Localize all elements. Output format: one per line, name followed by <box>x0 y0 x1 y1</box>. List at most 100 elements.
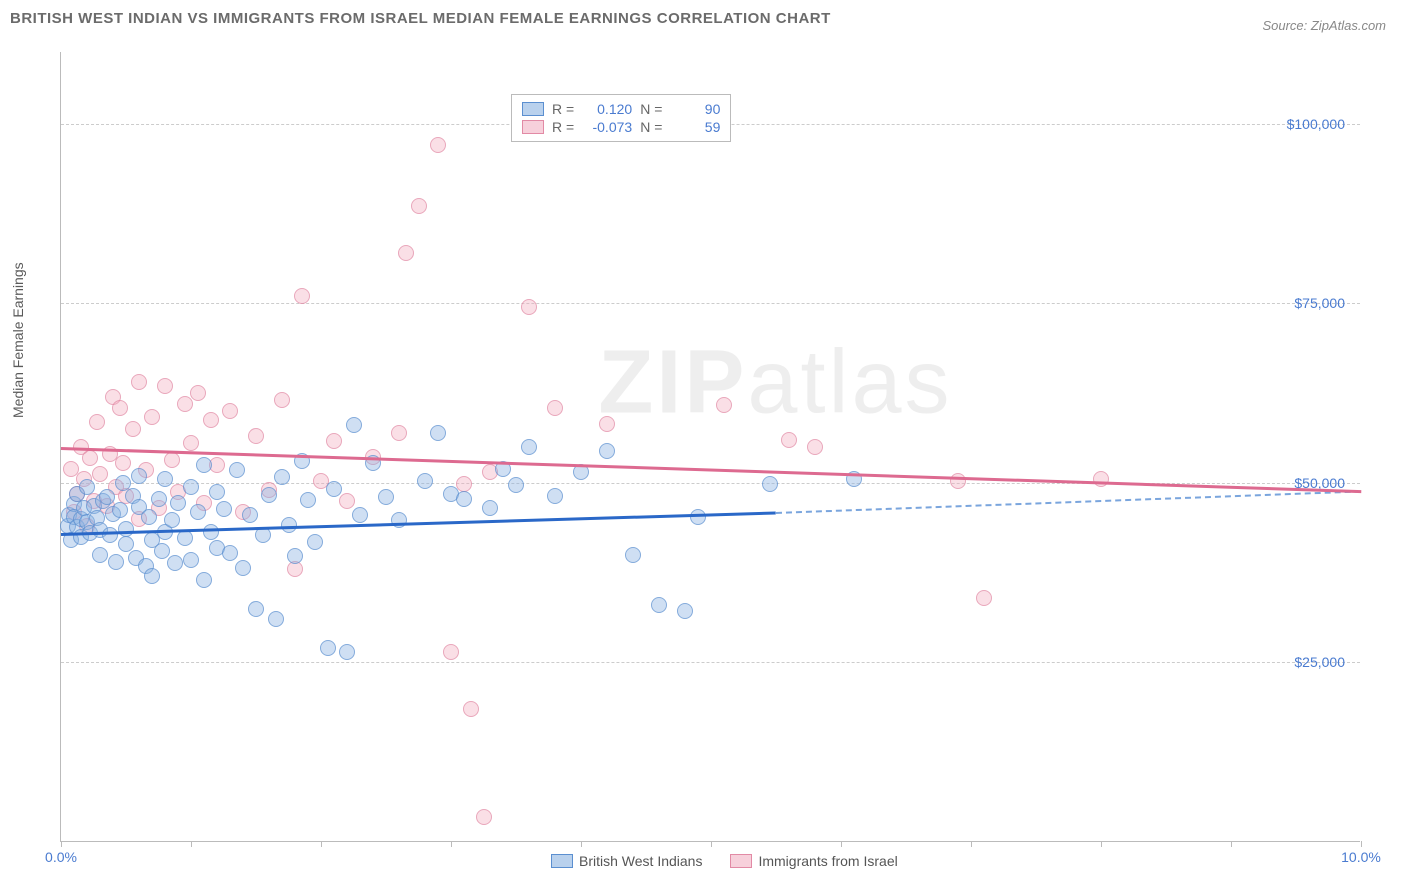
swatch-pink-icon <box>522 120 544 134</box>
legend-label-blue: British West Indians <box>579 853 702 869</box>
x-tick <box>1361 841 1362 847</box>
scatter-point-blue <box>154 543 170 559</box>
scatter-point-blue <box>229 462 245 478</box>
scatter-point-blue <box>352 507 368 523</box>
scatter-point-blue <box>677 603 693 619</box>
scatter-point-pink <box>463 701 479 717</box>
scatter-point-pink <box>125 421 141 437</box>
y-tick-label: $25,000 <box>1294 654 1345 670</box>
scatter-point-pink <box>164 452 180 468</box>
scatter-point-blue <box>190 504 206 520</box>
scatter-point-blue <box>456 491 472 507</box>
scatter-point-blue <box>762 476 778 492</box>
scatter-point-pink <box>82 450 98 466</box>
r-value-blue: 0.120 <box>582 101 632 117</box>
scatter-point-pink <box>115 455 131 471</box>
scatter-point-pink <box>443 644 459 660</box>
chart-container: BRITISH WEST INDIAN VS IMMIGRANTS FROM I… <box>10 10 1396 882</box>
scatter-point-blue <box>151 491 167 507</box>
x-tick <box>451 841 452 847</box>
r-label: R = <box>552 101 574 117</box>
legend-swatch-blue-icon <box>551 854 573 868</box>
scatter-point-blue <box>170 495 186 511</box>
scatter-point-blue <box>255 527 271 543</box>
scatter-point-blue <box>131 468 147 484</box>
scatter-point-blue <box>326 481 342 497</box>
scatter-point-pink <box>391 425 407 441</box>
scatter-point-pink <box>976 590 992 606</box>
scatter-point-blue <box>118 536 134 552</box>
r-value-pink: -0.073 <box>582 119 632 135</box>
x-tick-label: 10.0% <box>1341 849 1381 865</box>
scatter-point-blue <box>430 425 446 441</box>
legend-label-pink: Immigrants from Israel <box>758 853 897 869</box>
scatter-point-blue <box>300 492 316 508</box>
scatter-point-blue <box>625 547 641 563</box>
scatter-point-blue <box>216 501 232 517</box>
scatter-point-pink <box>112 400 128 416</box>
watermark-bold: ZIP <box>598 333 747 433</box>
scatter-point-blue <box>141 509 157 525</box>
scatter-point-blue <box>248 601 264 617</box>
x-tick-label: 0.0% <box>45 849 77 865</box>
plot-area: ZIPatlas R = 0.120 N = 90 R = -0.073 N =… <box>60 52 1360 842</box>
scatter-point-blue <box>261 487 277 503</box>
scatter-point-blue <box>222 545 238 561</box>
scatter-point-pink <box>781 432 797 448</box>
scatter-point-pink <box>190 385 206 401</box>
n-label-2: N = <box>640 119 662 135</box>
scatter-point-blue <box>144 568 160 584</box>
scatter-point-blue <box>235 560 251 576</box>
scatter-point-blue <box>177 530 193 546</box>
scatter-point-blue <box>196 457 212 473</box>
scatter-point-pink <box>183 435 199 451</box>
gridline <box>61 303 1360 304</box>
scatter-point-blue <box>209 484 225 500</box>
x-tick <box>971 841 972 847</box>
stats-row-blue: R = 0.120 N = 90 <box>522 101 720 117</box>
scatter-point-pink <box>248 428 264 444</box>
scatter-point-blue <box>521 439 537 455</box>
scatter-point-blue <box>339 644 355 660</box>
legend-item-blue: British West Indians <box>551 853 702 869</box>
scatter-point-pink <box>92 466 108 482</box>
scatter-point-pink <box>294 288 310 304</box>
scatter-point-blue <box>320 640 336 656</box>
scatter-point-blue <box>164 512 180 528</box>
scatter-point-blue <box>417 473 433 489</box>
scatter-point-pink <box>547 400 563 416</box>
scatter-point-pink <box>476 809 492 825</box>
scatter-point-blue <box>79 479 95 495</box>
scatter-point-blue <box>307 534 323 550</box>
watermark: ZIPatlas <box>598 332 952 435</box>
bottom-legend: British West Indians Immigrants from Isr… <box>551 853 898 869</box>
scatter-point-pink <box>144 409 160 425</box>
scatter-point-blue <box>108 554 124 570</box>
scatter-point-blue <box>547 488 563 504</box>
scatter-point-pink <box>222 403 238 419</box>
legend-item-pink: Immigrants from Israel <box>730 853 897 869</box>
swatch-blue-icon <box>522 102 544 116</box>
x-tick <box>1101 841 1102 847</box>
scatter-point-pink <box>326 433 342 449</box>
y-tick-label: $75,000 <box>1294 295 1345 311</box>
scatter-point-blue <box>92 547 108 563</box>
x-tick <box>61 841 62 847</box>
scatter-point-pink <box>177 396 193 412</box>
n-value-pink: 59 <box>670 119 720 135</box>
scatter-point-blue <box>183 479 199 495</box>
watermark-light: atlas <box>747 333 952 433</box>
x-tick <box>711 841 712 847</box>
scatter-point-blue <box>508 477 524 493</box>
scatter-point-blue <box>183 552 199 568</box>
scatter-point-blue <box>118 521 134 537</box>
scatter-point-blue <box>287 548 303 564</box>
scatter-point-pink <box>599 416 615 432</box>
chart-title: BRITISH WEST INDIAN VS IMMIGRANTS FROM I… <box>10 10 1396 27</box>
scatter-point-pink <box>339 493 355 509</box>
stats-row-pink: R = -0.073 N = 59 <box>522 119 720 135</box>
scatter-point-pink <box>157 378 173 394</box>
scatter-point-blue <box>242 507 258 523</box>
trendline-pink <box>61 447 1361 493</box>
scatter-point-blue <box>599 443 615 459</box>
